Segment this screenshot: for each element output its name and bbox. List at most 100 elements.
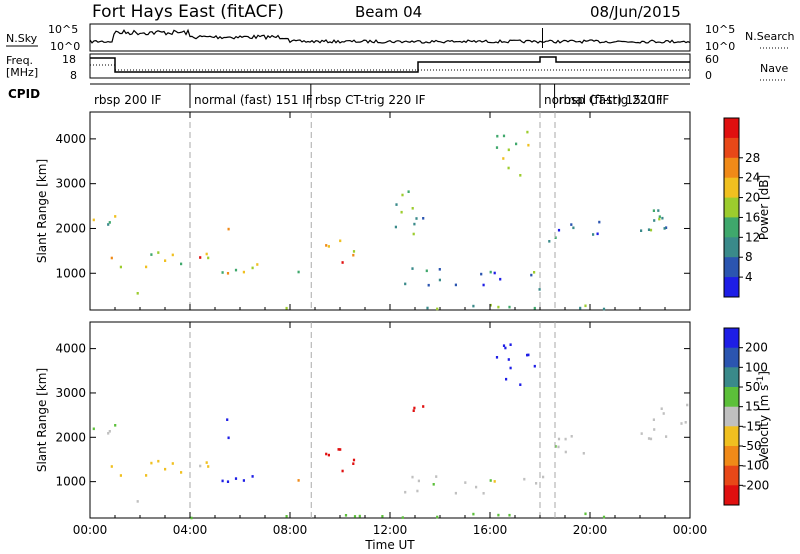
colorbar-swatch: [724, 137, 739, 159]
data-cell: [234, 268, 238, 272]
plot-frame: [89, 321, 691, 519]
data-cell: [502, 134, 506, 138]
noise-left-label: N.Sky: [6, 32, 38, 45]
data-cell: [145, 474, 148, 477]
data-cell: [325, 244, 328, 247]
data-cell: [145, 265, 148, 269]
data-cell: [557, 228, 561, 232]
data-cell: [407, 190, 410, 193]
data-cell: [412, 232, 415, 236]
nave-tick-low: 0: [705, 69, 712, 82]
data-cell: [542, 475, 545, 479]
data-cell: [381, 515, 384, 518]
noise-left-tick-high: 10^5: [48, 23, 78, 36]
data-cell: [508, 305, 511, 309]
colorbar: 4 8 12 16 20 24 28 Power [dB]: [723, 117, 771, 298]
data-cell: [584, 512, 587, 516]
x-tick-label: 16:00: [473, 523, 508, 537]
data-cell: [427, 283, 430, 287]
data-cell: [515, 142, 518, 146]
data-cell: [489, 479, 492, 482]
data-cell: [647, 437, 651, 440]
data-cell: [92, 427, 95, 431]
data-cell: [108, 221, 111, 224]
x-tick-label: 12:00: [373, 523, 408, 537]
data-cell: [564, 450, 567, 454]
data-cell: [570, 435, 573, 438]
data-cell: [647, 228, 651, 231]
data-cell: [472, 304, 475, 308]
x-tick-label: 20:00: [573, 523, 608, 537]
colorbar-tick-label: -50: [742, 439, 762, 453]
x-tick-label: 00:00: [73, 523, 108, 537]
data-cell: [548, 240, 551, 243]
data-cell: [400, 210, 403, 214]
data-cell: [519, 174, 522, 177]
data-cell: [502, 157, 505, 160]
data-cell: [411, 267, 414, 270]
data-cell: [665, 226, 668, 229]
freq-panel: Freq. [MHz] 18 8 60 0 Nave: [6, 53, 788, 82]
data-cell: [227, 227, 230, 231]
data-cell: [341, 469, 344, 473]
colorbar-tick-label: 15: [745, 400, 760, 414]
data-cell: [533, 271, 536, 274]
data-cell: [464, 481, 467, 484]
data-cell: [557, 445, 560, 449]
data-cell: [507, 166, 510, 170]
data-cell: [658, 215, 661, 218]
colorbar-tick-label: 8: [745, 250, 753, 264]
noise-right-label: N.Search: [745, 30, 795, 43]
data-cell: [341, 261, 344, 264]
data-cell: [509, 343, 512, 346]
data-cell: [422, 217, 425, 220]
data-cell: [190, 516, 193, 520]
data-cell: [582, 452, 585, 455]
data-cell: [285, 306, 288, 310]
nave-trace: [90, 64, 690, 71]
colorbar-swatch: [724, 347, 739, 368]
data-cell: [570, 223, 573, 226]
data-cell: [325, 452, 328, 456]
nave-label: Nave: [760, 62, 788, 75]
data-cell: [242, 270, 245, 274]
data-cell: [221, 479, 224, 483]
data-cell: [533, 364, 536, 368]
data-cell: [496, 134, 499, 138]
data-cell: [110, 465, 113, 468]
colorbar-swatch: [724, 118, 739, 139]
data-cell: [205, 252, 208, 256]
colorbar-tick-label: 16: [745, 210, 760, 224]
cpid-segment-label: rbsp CT-trig 220 IF: [315, 93, 426, 107]
data-cell: [527, 353, 530, 357]
data-cell: [242, 479, 245, 482]
colorbar-swatch: [724, 387, 739, 408]
colorbar-swatch: [724, 328, 739, 349]
plot-frame: [89, 111, 691, 311]
data-cell: [171, 253, 174, 257]
data-cell: [530, 273, 533, 277]
data-cell: [499, 277, 502, 281]
data-cell: [119, 265, 122, 269]
data-cell: [523, 477, 526, 481]
data-cell: [533, 306, 536, 310]
data-cell: [686, 403, 689, 407]
data-cell: [205, 461, 208, 464]
data-cell: [661, 216, 664, 220]
data-cell: [339, 448, 342, 451]
data-cell: [472, 512, 475, 516]
data-cell: [339, 239, 342, 243]
noise-sky-line: [89, 28, 691, 44]
data-cell: [454, 283, 457, 287]
colorbar-tick-label: 200: [745, 341, 768, 355]
data-cell: [401, 516, 404, 519]
data-cell: [557, 437, 561, 441]
colorbar-swatch: [724, 157, 739, 179]
data-cell: [92, 218, 95, 222]
data-cell: [649, 228, 653, 232]
data-cell: [432, 483, 435, 486]
data-cell: [564, 437, 567, 441]
y-tick-label: 1000: [55, 475, 86, 489]
cpid-segment-label: rbsp 200 IF: [94, 93, 161, 107]
data-cells: [92, 343, 689, 520]
